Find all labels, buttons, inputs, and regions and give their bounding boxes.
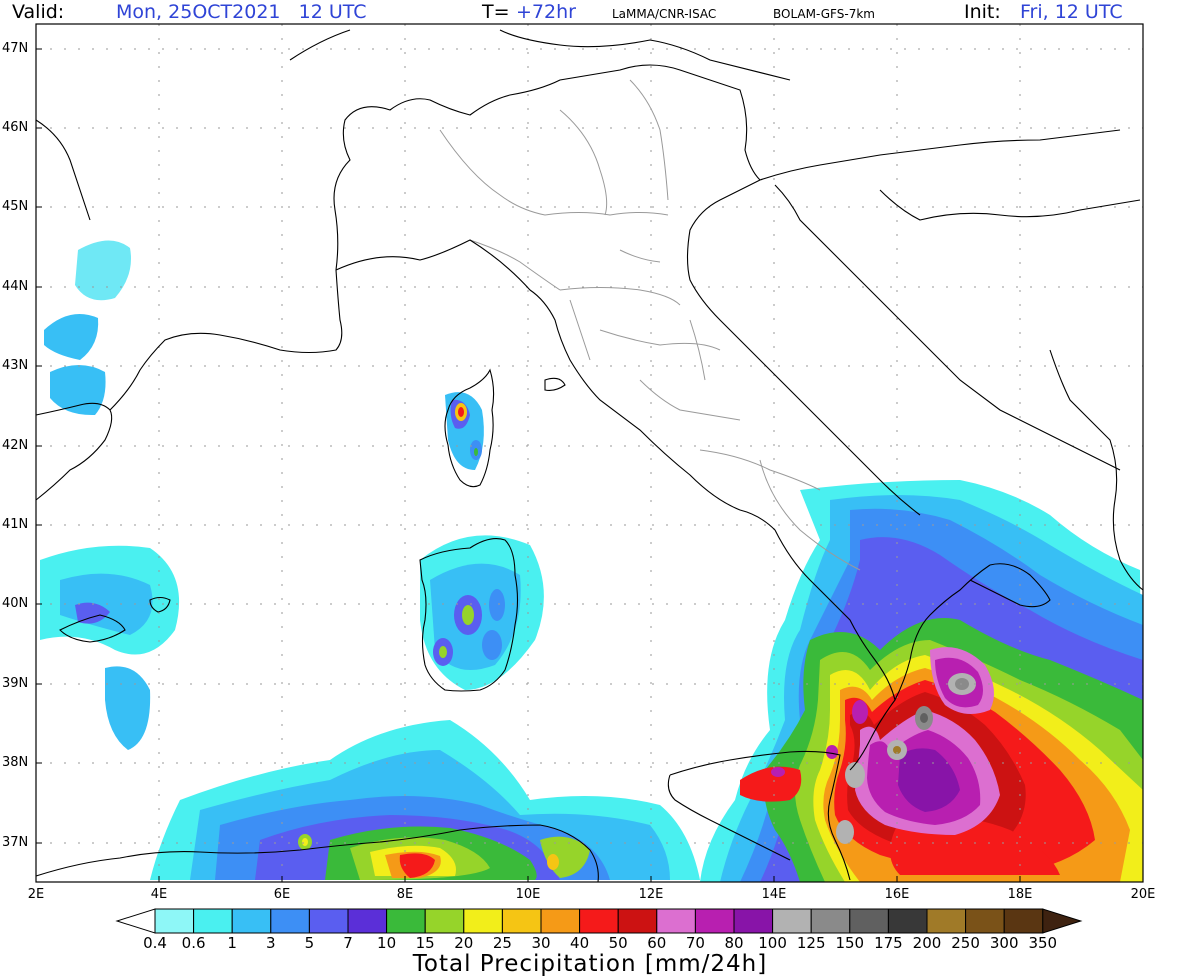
colorbar-level-label: 3 bbox=[266, 934, 276, 952]
colorbar-swatch bbox=[424, 908, 465, 934]
lon-label-12e: 12E bbox=[638, 887, 664, 902]
colorbar-swatch bbox=[154, 908, 195, 934]
colorbar-boxes bbox=[115, 908, 1083, 934]
colorbar-level-label: 200 bbox=[912, 934, 942, 952]
colorbar-swatch bbox=[733, 908, 774, 934]
colorbar-swatch bbox=[540, 908, 581, 934]
region-borders bbox=[439, 79, 861, 571]
colorbar-swatch bbox=[965, 908, 1005, 934]
colorbar-level-label: 70 bbox=[685, 934, 705, 952]
graticule bbox=[36, 24, 1143, 882]
lat-label-46n: 46N bbox=[2, 120, 29, 135]
colorbar-swatch bbox=[463, 908, 503, 934]
lead-label: T= bbox=[482, 1, 510, 23]
lat-label-41n: 41N bbox=[2, 517, 29, 532]
model-label: BOLAM-GFS-7km bbox=[773, 7, 875, 21]
colorbar-level-label: 100 bbox=[758, 934, 787, 952]
colorbar-level-label: 10 bbox=[377, 934, 397, 952]
valid-value: Mon, 25OCT2021 12 UTC bbox=[116, 1, 367, 23]
colorbar-swatch bbox=[501, 908, 542, 934]
lat-label-45n: 45N bbox=[2, 199, 29, 214]
colorbar-swatch bbox=[656, 908, 696, 934]
init-value: Fri, 12 UTC bbox=[1020, 1, 1123, 23]
lat-label-37n: 37N bbox=[2, 835, 29, 850]
colorbar-level-label: 25 bbox=[492, 934, 512, 952]
colorbar-swatch bbox=[617, 908, 658, 934]
lat-label-43n: 43N bbox=[2, 358, 29, 373]
colorbar-level-label: 7 bbox=[343, 934, 353, 952]
colorbar-title: Total Precipitation [mm/24h] bbox=[412, 951, 768, 977]
colorbar-level-label: 15 bbox=[415, 934, 435, 952]
colorbar-swatch bbox=[347, 908, 388, 934]
lon-label-8e: 8E bbox=[396, 887, 414, 902]
lat-label-44n: 44N bbox=[2, 279, 29, 294]
colorbar-level-label: 300 bbox=[989, 934, 1019, 952]
lat-label-40n: 40N bbox=[2, 596, 29, 611]
colorbar-swatch bbox=[386, 908, 426, 934]
colorbar-swatch bbox=[887, 908, 928, 934]
precip-south-band bbox=[150, 720, 700, 880]
tick-marks bbox=[36, 48, 1021, 882]
precip-islands bbox=[420, 392, 544, 690]
lon-label-14e: 14E bbox=[761, 887, 787, 902]
colorbar-under-arrow bbox=[115, 908, 156, 934]
coastlines bbox=[35, 29, 1144, 883]
colorbar-level-label: 125 bbox=[796, 934, 826, 952]
lon-label-2e: 2E bbox=[27, 887, 45, 902]
lon-label-6e: 6E bbox=[273, 887, 291, 902]
lon-label-20e: 20E bbox=[1130, 887, 1156, 902]
colorbar-swatch bbox=[772, 908, 812, 934]
colorbar-swatch bbox=[1003, 908, 1044, 934]
lon-label-4e: 4E bbox=[150, 887, 168, 902]
colorbar-level-label: 0.6 bbox=[181, 934, 206, 952]
colorbar-level-label: 250 bbox=[951, 934, 980, 952]
colorbar-level-label: 350 bbox=[1028, 934, 1058, 952]
colorbar-over-arrow bbox=[1042, 908, 1083, 934]
colorbar-level-label: 40 bbox=[570, 934, 590, 952]
producer-label: LaMMA/CNR-ISAC bbox=[612, 7, 717, 21]
colorbar-level-label: 5 bbox=[304, 934, 315, 952]
valid-label: Valid: bbox=[12, 1, 65, 23]
colorbar-swatch bbox=[231, 908, 272, 934]
init-label: Init: bbox=[964, 1, 1001, 23]
colorbar-swatch bbox=[579, 908, 619, 934]
colorbar-level-label: 50 bbox=[608, 934, 628, 952]
colorbar-swatch bbox=[926, 908, 967, 934]
colorbar-level-label: 1 bbox=[227, 934, 237, 952]
colorbar-swatch bbox=[849, 908, 889, 934]
colorbar-level-label: 0.4 bbox=[143, 934, 167, 952]
lat-label-39n: 39N bbox=[2, 676, 29, 691]
lead-value: +72hr bbox=[516, 1, 576, 23]
lon-label-18e: 18E bbox=[1007, 887, 1033, 902]
colorbar-level-label: 150 bbox=[835, 934, 865, 952]
colorbar-swatch bbox=[308, 908, 349, 934]
lat-label-47n: 47N bbox=[2, 41, 29, 56]
colorbar-level-label: 175 bbox=[874, 934, 903, 952]
colorbar-level-label: 30 bbox=[531, 934, 551, 952]
lon-label-10e: 10E bbox=[515, 887, 541, 902]
lat-label-42n: 42N bbox=[2, 438, 29, 453]
precipitation-map bbox=[35, 23, 1144, 883]
map-frame bbox=[35, 23, 1144, 883]
colorbar-level-label: 60 bbox=[647, 934, 667, 952]
colorbar-level-label: 20 bbox=[454, 934, 474, 952]
colorbar-swatch bbox=[694, 908, 735, 934]
lat-label-38n: 38N bbox=[2, 755, 29, 770]
precip-west bbox=[40, 240, 180, 750]
colorbar-swatch bbox=[810, 908, 851, 934]
colorbar-swatch bbox=[270, 908, 310, 934]
colorbar-swatch bbox=[193, 908, 233, 934]
colorbar-level-label: 80 bbox=[724, 934, 744, 952]
lon-label-16e: 16E bbox=[884, 887, 910, 902]
